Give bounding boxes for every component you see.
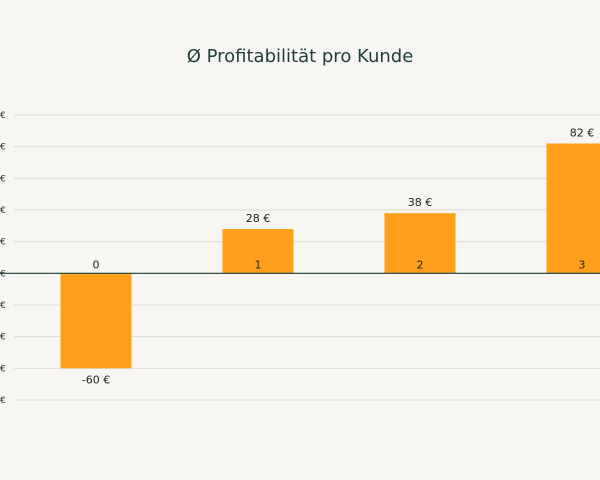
category-label: 0 — [93, 258, 100, 271]
data-label: 38 € — [408, 196, 433, 209]
bar — [60, 273, 132, 369]
y-tick-label: € — [0, 111, 6, 121]
chart-title: Ø Profitabilität pro Kunde — [186, 46, 414, 67]
category-label: 1 — [255, 258, 262, 271]
category-label: 2 — [417, 258, 424, 271]
y-tick-label: € — [0, 396, 6, 406]
data-label: 28 € — [246, 212, 271, 225]
bar — [222, 229, 294, 274]
y-tick-label: € — [0, 238, 6, 248]
data-label: 82 € — [570, 127, 595, 140]
bar — [384, 213, 456, 274]
data-label: -60 € — [82, 373, 110, 386]
y-tick-label: € — [0, 301, 6, 311]
bar — [546, 143, 600, 274]
y-tick-label: € — [0, 364, 6, 374]
y-tick-label: € — [0, 333, 6, 343]
y-tick-label: € — [0, 174, 6, 184]
y-tick-label: € — [0, 143, 6, 153]
y-tick-label: € — [0, 269, 6, 279]
y-tick-label: € — [0, 206, 6, 216]
category-label: 3 — [579, 258, 586, 271]
